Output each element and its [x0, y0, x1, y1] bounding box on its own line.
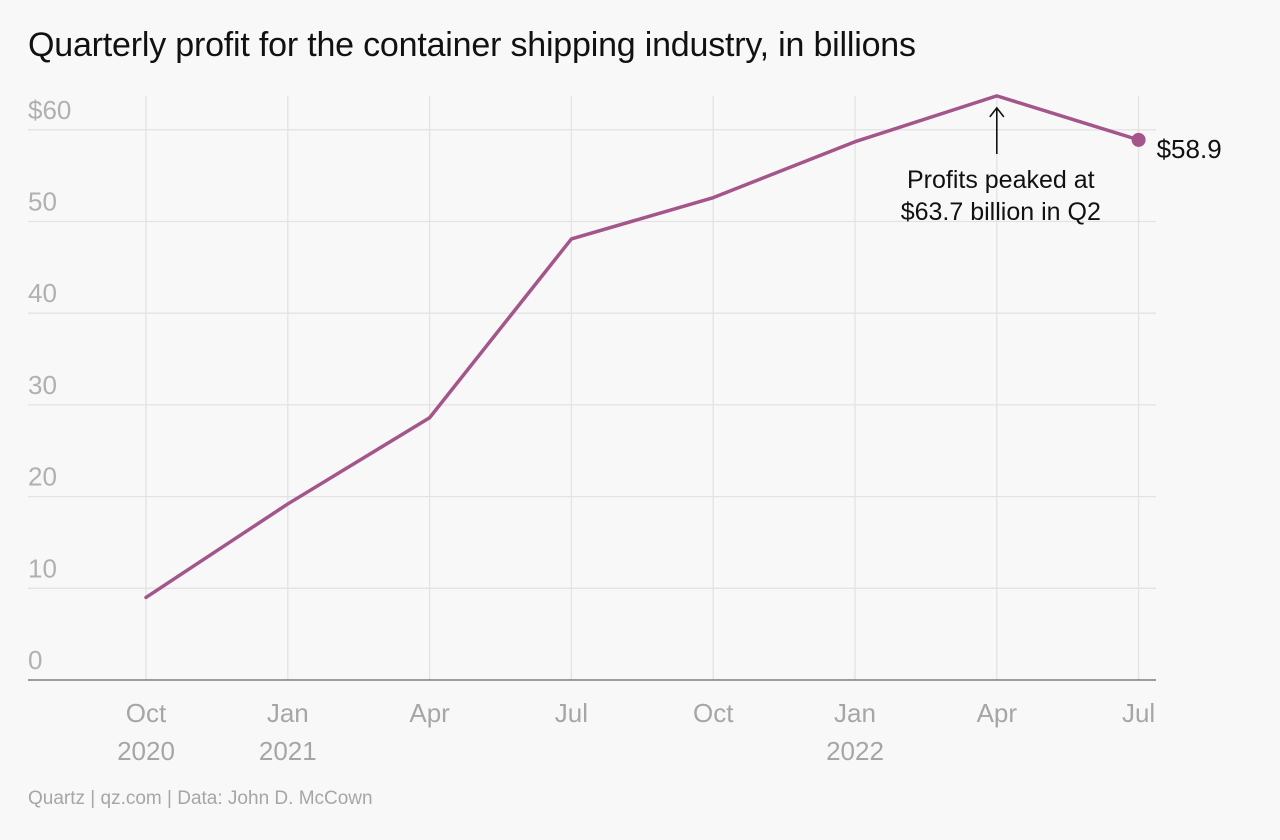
series-layer: $58.9 [144, 94, 1222, 600]
y-tick-label: 50 [28, 187, 57, 217]
x-tick-label: Oct [126, 698, 167, 728]
chart-title: Quarterly profit for the container shipp… [28, 26, 916, 64]
y-axis-ticks: 0 10 20 30 40 50 $60 [28, 95, 71, 675]
series-line [144, 94, 1141, 600]
source-note: Quartz | qz.com | Data: John D. McCown [28, 788, 373, 809]
y-tick-label: 20 [28, 462, 57, 492]
x-axis-ticks: Oct 2020 Jan 2021 Apr Jul Oct Jan 2022 Apr Jul [117, 698, 1155, 766]
y-tick-label: 40 [28, 278, 57, 308]
gridlines [28, 96, 1156, 680]
x-tick-label: Jul [555, 698, 588, 728]
x-tick-label: Jul [1122, 698, 1155, 728]
annotation-arrow-head [989, 106, 1005, 118]
x-tick-label: Apr [977, 698, 1018, 728]
annotation-text-line: $63.7 billion in Q2 [901, 198, 1101, 226]
y-tick-label: 0 [28, 645, 42, 675]
end-point-marker [1131, 132, 1146, 147]
x-tick-year-label: 2020 [117, 736, 175, 766]
annotation-layer: Profits peaked at $63.7 billion in Q2 [901, 106, 1101, 226]
x-tick-year-label: 2021 [259, 736, 317, 766]
y-tick-label: 10 [28, 553, 57, 583]
x-tick-year-label: 2022 [826, 736, 884, 766]
x-tick-label: Apr [409, 698, 450, 728]
x-tick-label: Oct [693, 698, 734, 728]
annotation-text-line: Profits peaked at [907, 166, 1095, 194]
x-tick-label: Jan [834, 698, 876, 728]
end-value-label: $58.9 [1157, 134, 1222, 164]
y-tick-label: 30 [28, 370, 57, 400]
y-tick-label: $60 [28, 95, 71, 125]
x-tick-label: Jan [267, 698, 309, 728]
